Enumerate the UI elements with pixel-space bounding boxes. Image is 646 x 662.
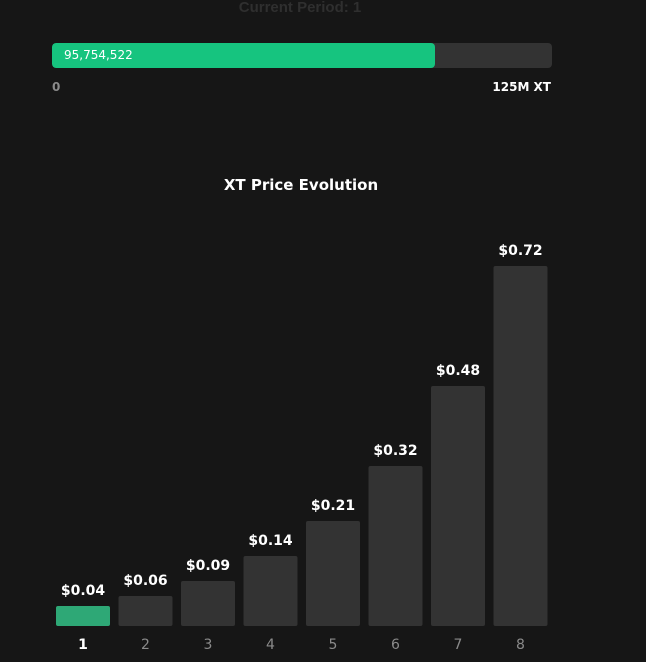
x-tick-label: 2	[141, 637, 150, 653]
chart-title: XT Price Evolution	[223, 176, 379, 194]
x-tick-label: 8	[516, 637, 525, 653]
bar-value-label: $0.32	[373, 443, 417, 459]
progress-min-label: 0	[52, 80, 61, 94]
supply-progress-value: 95,754,522	[64, 48, 133, 62]
bar-value-label: $0.21	[311, 498, 355, 514]
x-tick-label: 7	[454, 637, 463, 653]
x-tick-label: 4	[266, 637, 275, 653]
bar-value-label: $0.09	[186, 558, 230, 574]
bar-period-5	[306, 521, 360, 626]
bar-period-8	[493, 266, 548, 626]
x-tick-label: 3	[204, 637, 213, 653]
bar-period-2	[118, 596, 173, 626]
bar-value-label: $0.06	[123, 573, 167, 589]
bar-period-3	[181, 581, 235, 626]
supply-progress-fill	[52, 43, 436, 68]
bar-period-6	[368, 466, 423, 626]
current-period-title: Current Period: 1	[238, 0, 362, 16]
bar-period-4	[243, 556, 298, 626]
x-tick-label: 5	[329, 637, 338, 653]
bar-period-1	[56, 606, 110, 626]
bar-value-label: $0.04	[61, 583, 106, 599]
supply-progress-bar: 95,754,522	[52, 43, 552, 68]
progress-max-label: 125M XT	[492, 80, 551, 94]
x-tick-label: 1	[78, 637, 88, 653]
bar-value-label: $0.14	[248, 533, 293, 549]
bar-period-7	[431, 386, 485, 626]
x-tick-label: 6	[391, 637, 400, 653]
bar-value-label: $0.48	[436, 363, 480, 379]
bar-value-label: $0.72	[498, 243, 542, 259]
